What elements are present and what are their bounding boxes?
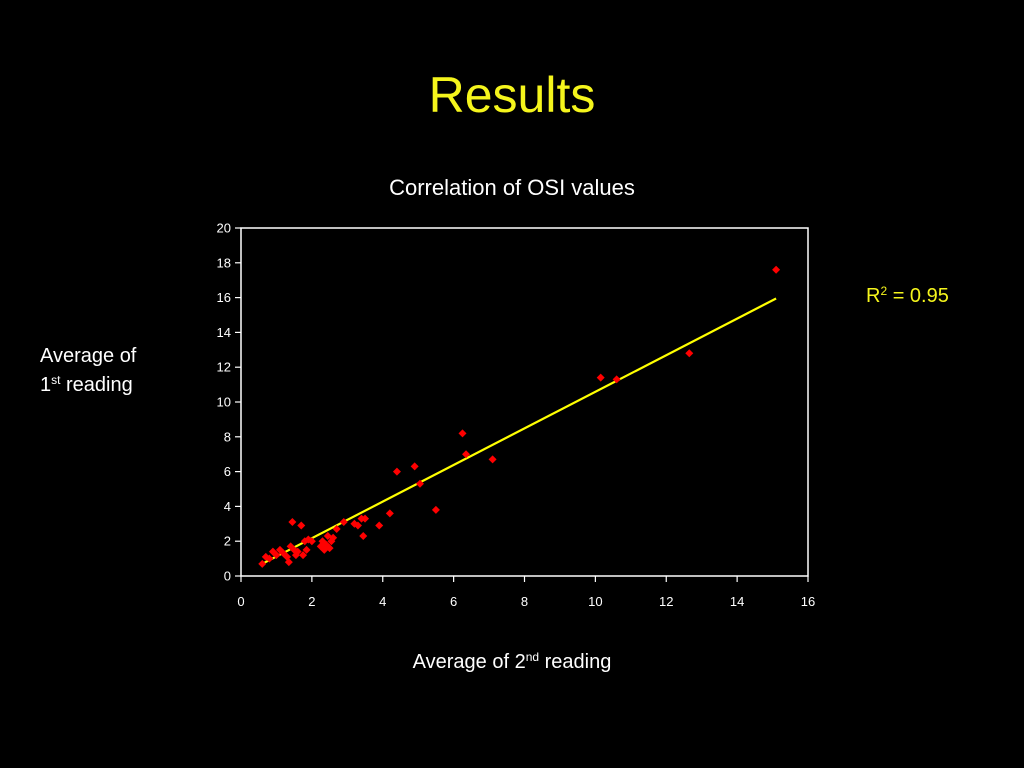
data-point — [410, 462, 419, 471]
data-point — [353, 521, 362, 530]
data-point — [332, 525, 341, 534]
y-tick-label: 20 — [217, 221, 231, 236]
data-point — [772, 265, 781, 274]
x-tick-label: 4 — [379, 594, 386, 609]
chart-title: Correlation of OSI values — [389, 175, 635, 200]
data-point — [685, 349, 694, 358]
data-point — [431, 505, 440, 514]
x-tick-label: 8 — [521, 594, 528, 609]
y-tick-label: 4 — [224, 499, 231, 514]
data-point — [284, 558, 293, 567]
data-point — [299, 551, 308, 560]
y-tick-label: 8 — [224, 429, 231, 444]
data-point — [612, 375, 621, 384]
data-point — [359, 531, 368, 540]
data-point — [458, 429, 467, 438]
y-tick-label: 6 — [224, 464, 231, 479]
y-axis-label: Average of 1st reading — [40, 342, 170, 400]
x-axis-label-start: Average of 2 — [412, 651, 526, 673]
x-axis-label-sup: nd — [525, 649, 540, 664]
data-point — [272, 551, 281, 560]
r-squared-exponent: 2 — [880, 283, 888, 298]
x-tick-label: 12 — [659, 594, 673, 609]
y-tick-label: 14 — [217, 325, 231, 340]
x-tick-label: 0 — [237, 594, 244, 609]
x-axis-label: Average of 2nd reading — [0, 648, 1024, 676]
y-tick-label: 0 — [224, 569, 231, 584]
y-axis-label-sup: st — [51, 372, 61, 387]
y-tick-label: 10 — [217, 395, 231, 410]
data-point — [325, 544, 334, 553]
data-point — [302, 545, 311, 554]
r-squared-symbol: R — [866, 285, 881, 307]
data-point — [288, 518, 297, 527]
r-squared-annotation: R2 = 0.95 — [866, 283, 949, 309]
y-axis-label-ordinal: 1 — [40, 374, 52, 396]
y-axis-label-rest: reading — [60, 374, 133, 396]
trend-line — [261, 297, 777, 565]
data-point — [329, 533, 338, 542]
x-tick-label: 6 — [450, 594, 457, 609]
y-tick-label: 16 — [217, 290, 231, 305]
data-point — [488, 455, 497, 464]
data-point — [596, 373, 605, 382]
data-point — [258, 559, 267, 568]
y-axis-label-line2: 1st reading — [40, 371, 170, 400]
x-tick-label: 2 — [308, 594, 315, 609]
y-tick-label: 18 — [217, 255, 231, 270]
data-point — [392, 467, 401, 476]
x-tick-label: 16 — [801, 594, 815, 609]
data-point — [415, 479, 424, 488]
data-point — [375, 521, 384, 530]
data-point — [265, 554, 274, 563]
y-tick-label: 2 — [224, 534, 231, 549]
data-point — [339, 518, 348, 527]
y-tick-label: 12 — [217, 360, 231, 375]
y-axis-label-line1: Average of — [40, 345, 137, 367]
x-axis-label-rest: reading — [539, 651, 612, 673]
slide-title: Results — [428, 67, 596, 123]
x-tick-label: 14 — [730, 594, 744, 609]
data-point — [297, 521, 306, 530]
data-point — [462, 450, 471, 459]
data-point — [293, 547, 302, 556]
plot-area-border — [240, 227, 809, 577]
r-squared-value: = 0.95 — [887, 285, 949, 307]
data-point — [307, 537, 316, 546]
x-tick-label: 10 — [588, 594, 602, 609]
data-point — [385, 509, 394, 518]
data-point — [361, 514, 370, 523]
